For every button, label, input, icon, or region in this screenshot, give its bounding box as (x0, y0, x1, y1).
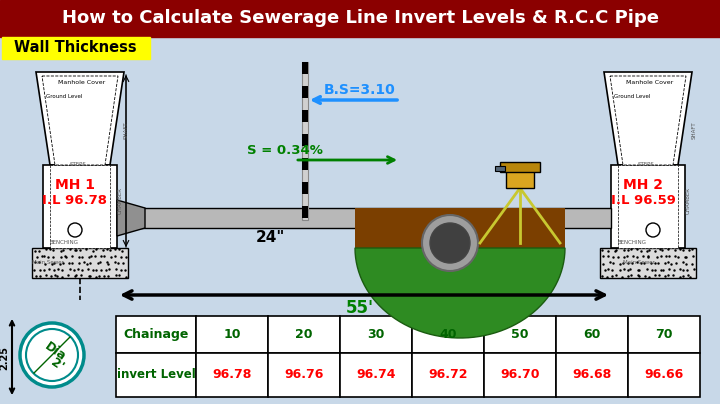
Text: I.L 96.59: I.L 96.59 (611, 194, 675, 206)
Bar (302, 158, 308, 170)
Text: Chainage: Chainage (123, 328, 189, 341)
Bar (116, 316, 196, 353)
Text: 96.68: 96.68 (572, 368, 611, 381)
Bar (302, 206, 308, 218)
Text: STEPS: STEPS (70, 162, 87, 168)
Text: 70: 70 (655, 328, 672, 341)
Text: 2': 2' (48, 356, 66, 374)
Bar (302, 110, 308, 122)
Polygon shape (604, 72, 692, 165)
Bar (302, 62, 308, 74)
Text: BENCHING: BENCHING (618, 240, 647, 246)
Text: 96.76: 96.76 (284, 368, 324, 381)
Text: MH 1: MH 1 (55, 178, 95, 192)
Text: 96.66: 96.66 (644, 368, 683, 381)
Bar (495, 166, 505, 171)
Bar (302, 86, 308, 98)
Text: CHAMBER: CHAMBER (118, 187, 123, 213)
Bar (116, 353, 196, 397)
Text: Manhole Cover: Manhole Cover (58, 80, 106, 86)
Text: 96.74: 96.74 (356, 368, 396, 381)
Circle shape (20, 323, 84, 387)
Bar (611, 165, 685, 248)
Circle shape (26, 329, 78, 381)
Bar (0, 312, 720, 404)
Bar (0, 0, 720, 37)
Bar (628, 316, 700, 353)
Polygon shape (610, 76, 686, 165)
Polygon shape (42, 76, 118, 165)
Text: 40: 40 (439, 328, 456, 341)
Text: 96.72: 96.72 (428, 368, 468, 381)
Text: How to Calculate Sewerage Line Invert Levels & R.C.C Pipe: How to Calculate Sewerage Line Invert Le… (61, 9, 659, 27)
Text: Main Sewer: Main Sewer (32, 261, 64, 265)
Text: S = 0.34%: S = 0.34% (247, 143, 323, 156)
Bar (484, 316, 556, 353)
Bar (484, 353, 556, 397)
Text: SHAFT: SHAFT (692, 121, 697, 139)
Bar (340, 353, 412, 397)
Polygon shape (355, 248, 565, 338)
Bar (196, 353, 268, 397)
Text: Main Sewer: Main Sewer (623, 261, 655, 265)
Text: 30: 30 (367, 328, 384, 341)
Bar (355, 208, 565, 248)
Text: Ground Level: Ground Level (46, 95, 82, 99)
Bar (32, 248, 128, 278)
Text: 24": 24" (256, 231, 284, 246)
Bar (340, 316, 412, 353)
Text: STEPS: STEPS (638, 162, 655, 168)
Circle shape (422, 215, 478, 271)
Bar (556, 353, 628, 397)
Bar (302, 134, 308, 146)
Text: SHAFT: SHAFT (124, 121, 129, 139)
Text: 55': 55' (346, 299, 374, 317)
Text: Dia: Dia (42, 340, 68, 364)
Text: Wall Thickness: Wall Thickness (14, 40, 136, 55)
Text: BENCHING: BENCHING (50, 240, 79, 246)
Bar (556, 316, 628, 353)
Bar (628, 353, 700, 397)
Bar (412, 353, 484, 397)
Circle shape (646, 223, 660, 237)
Text: 10: 10 (223, 328, 240, 341)
Text: invert Level: invert Level (117, 368, 195, 381)
Bar (268, 316, 340, 353)
Text: Ground Level: Ground Level (614, 95, 650, 99)
Polygon shape (36, 72, 124, 165)
Text: B.S=3.10: B.S=3.10 (324, 83, 396, 97)
Bar (50, 165, 110, 248)
Bar (196, 316, 268, 353)
Bar (618, 165, 678, 248)
Text: CHAMBER: CHAMBER (686, 187, 691, 213)
Text: MH 2: MH 2 (623, 178, 663, 192)
Bar (117, 208, 611, 228)
Bar (2, 37, 150, 59)
Text: 96.78: 96.78 (212, 368, 252, 381)
Bar (600, 248, 696, 278)
Text: 50: 50 (511, 328, 528, 341)
Text: 20: 20 (295, 328, 312, 341)
Circle shape (430, 223, 470, 263)
Bar (268, 353, 340, 397)
Text: 2.25: 2.25 (0, 346, 9, 370)
Polygon shape (117, 200, 145, 236)
Text: Manhole Cover: Manhole Cover (626, 80, 674, 86)
Text: 60: 60 (583, 328, 600, 341)
Bar (412, 316, 484, 353)
Bar (43, 165, 117, 248)
Bar (506, 170, 534, 188)
Bar (302, 182, 308, 194)
Circle shape (68, 223, 82, 237)
Bar (500, 162, 540, 172)
Bar (302, 62, 308, 220)
Text: 96.70: 96.70 (500, 368, 540, 381)
Text: I.L 96.78: I.L 96.78 (42, 194, 107, 206)
